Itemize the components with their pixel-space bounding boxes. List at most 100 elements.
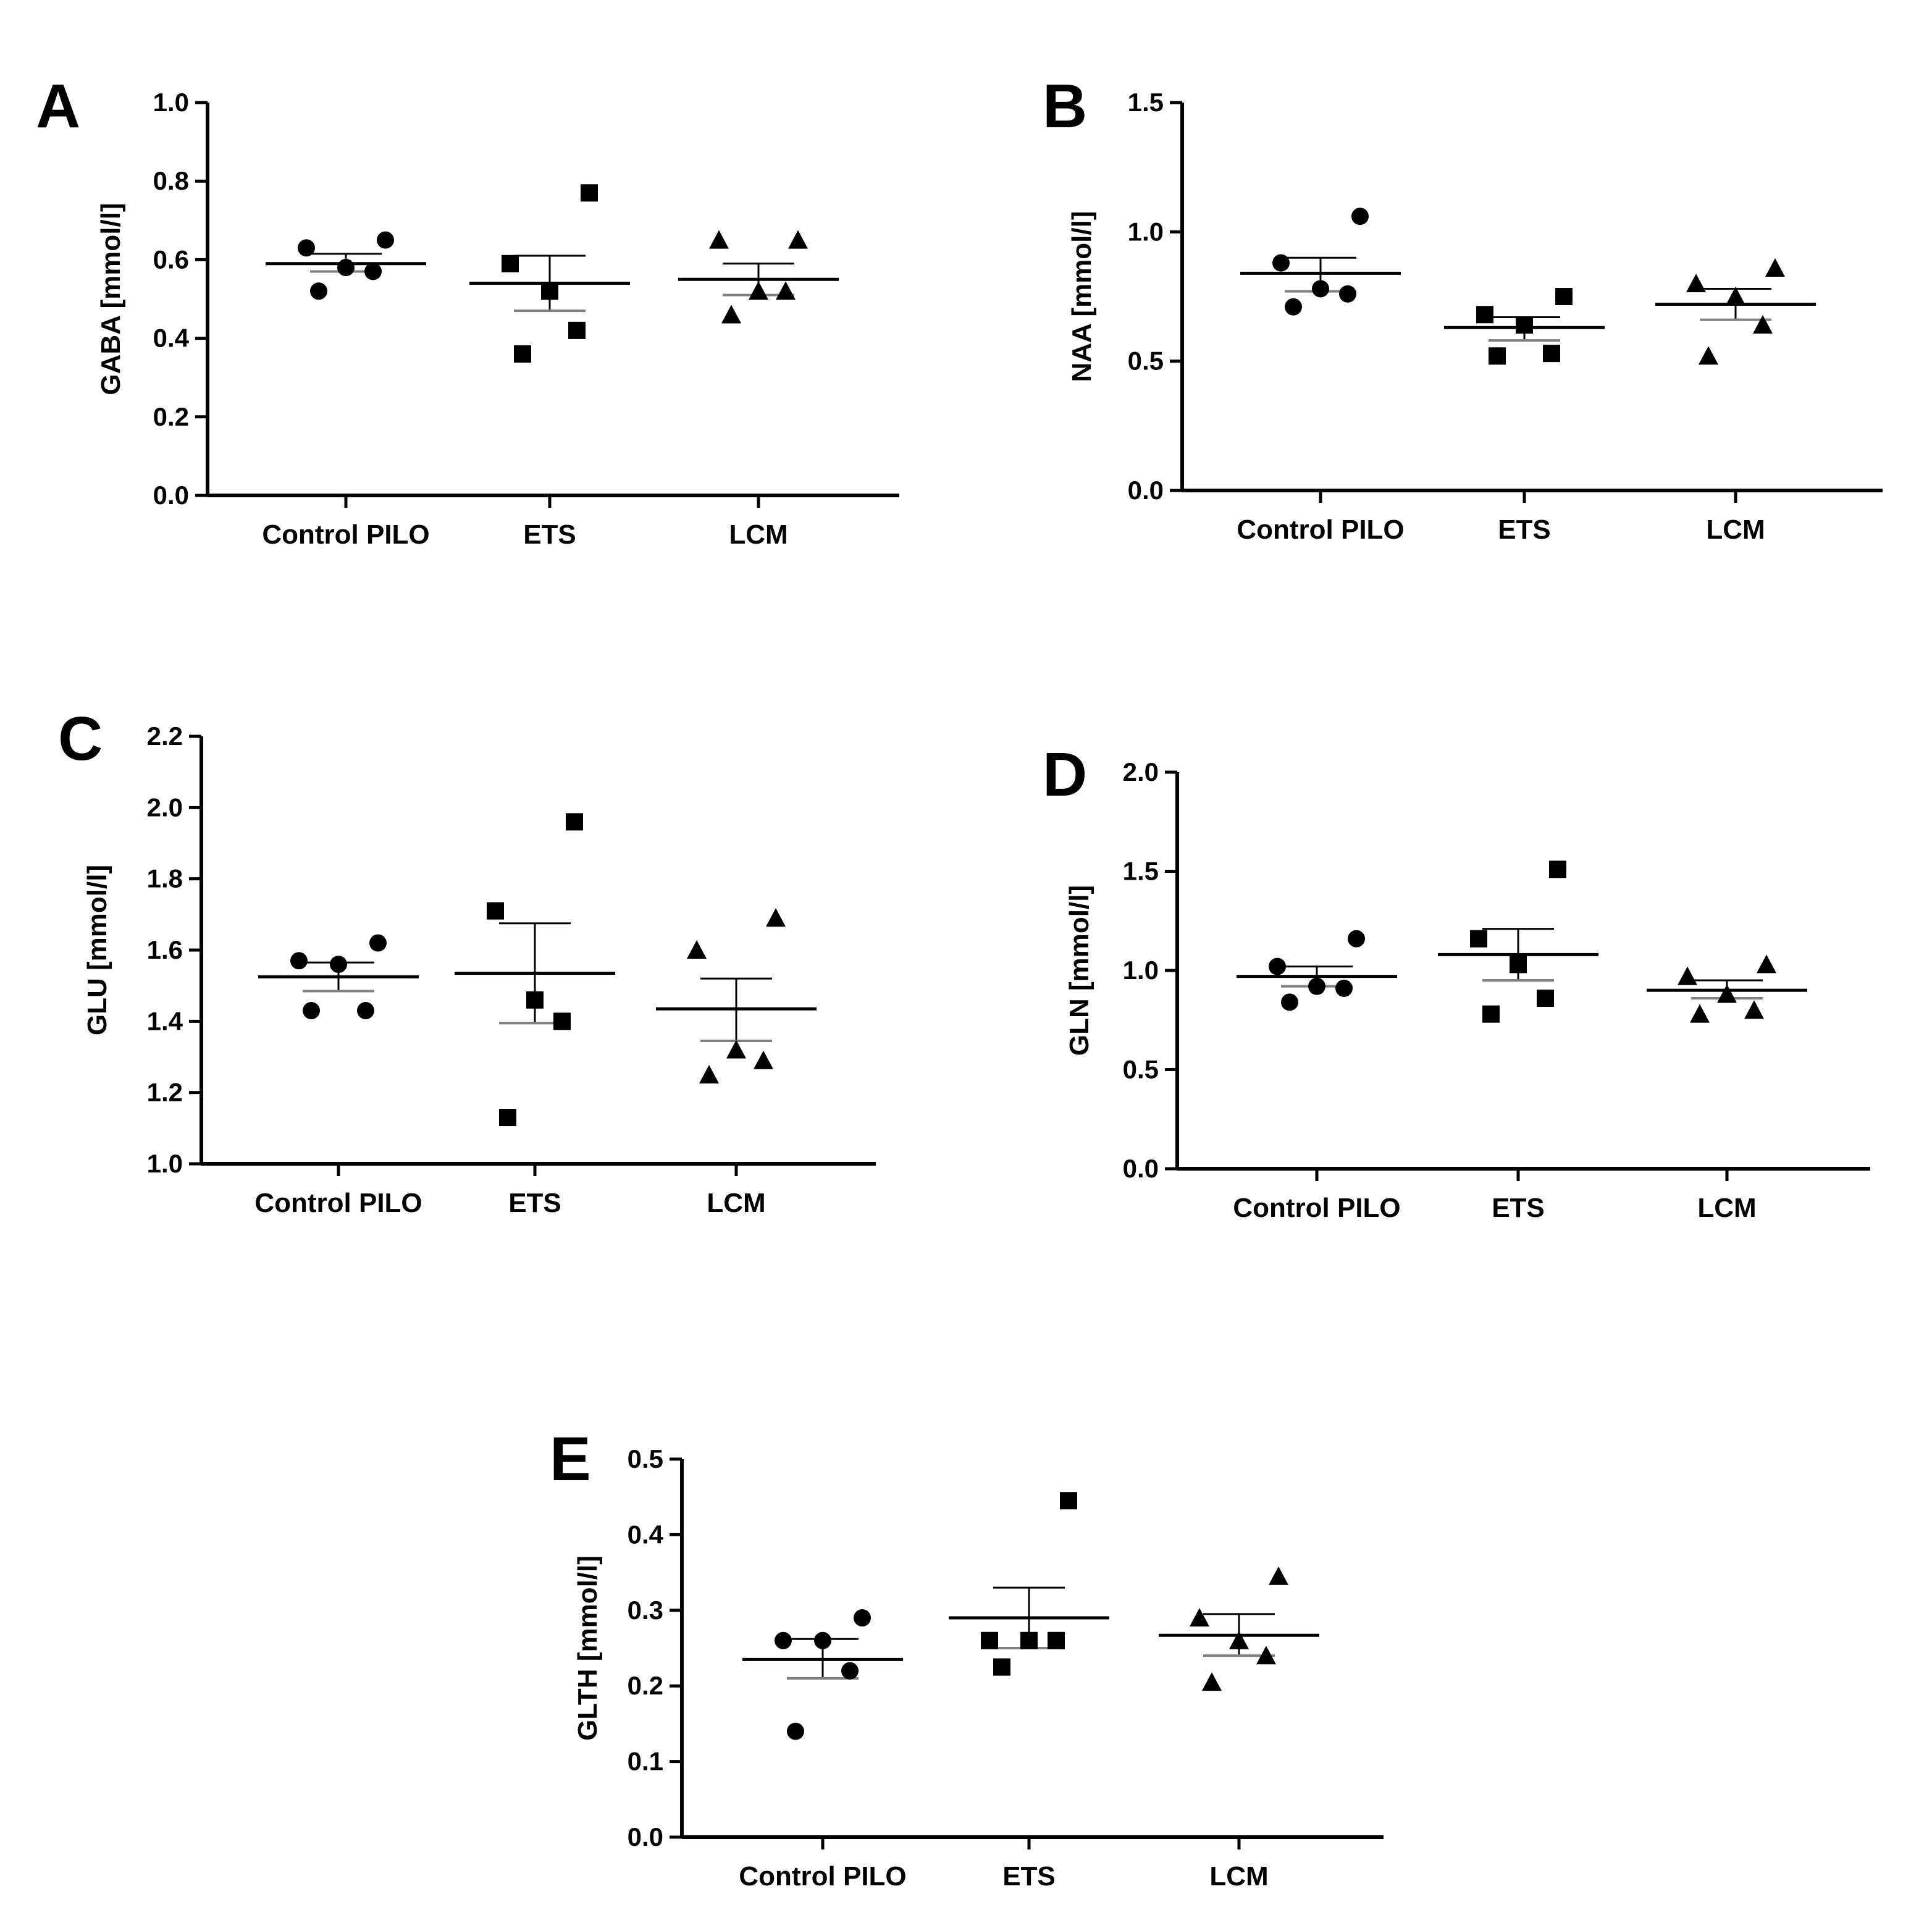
- series-control-pilo: [258, 934, 419, 1020]
- data-point: [766, 908, 786, 927]
- data-point: [788, 230, 808, 249]
- series-ets: [469, 184, 630, 363]
- data-point: [1348, 930, 1365, 948]
- y-tick-label: 0.2: [153, 402, 189, 431]
- data-point: [1281, 993, 1298, 1011]
- y-tick-label: 0.1: [628, 1747, 663, 1776]
- y-tick-label: 1.2: [147, 1078, 183, 1107]
- series-ets: [1438, 861, 1598, 1023]
- data-point: [1543, 345, 1560, 363]
- data-point: [687, 940, 707, 959]
- data-point: [526, 991, 544, 1009]
- data-point: [1256, 1646, 1276, 1665]
- data-point: [1510, 956, 1527, 974]
- data-point: [1020, 1631, 1038, 1649]
- y-tick-label: 1.5: [1123, 857, 1159, 886]
- data-point: [502, 255, 519, 272]
- data-point: [369, 934, 387, 952]
- series-control-pilo: [1237, 930, 1397, 1011]
- x-tick-label: ETS: [523, 520, 576, 550]
- data-point: [1312, 280, 1329, 298]
- y-tick-label: 1.0: [1123, 956, 1159, 985]
- data-point: [1765, 258, 1785, 277]
- data-point: [553, 1012, 571, 1030]
- y-tick-label: 1.4: [147, 1006, 183, 1035]
- series-lcm: [678, 230, 839, 324]
- x-tick-label: Control PILO: [254, 1188, 422, 1218]
- data-point: [721, 305, 741, 324]
- panel-letter: C: [58, 704, 103, 773]
- data-point: [330, 956, 347, 974]
- data-point: [1726, 287, 1745, 305]
- series-ets: [455, 813, 615, 1127]
- data-point: [364, 263, 382, 280]
- y-tick-label: 1.5: [1128, 88, 1164, 117]
- y-tick-label: 2.0: [147, 793, 183, 822]
- series-control-pilo: [742, 1609, 903, 1740]
- data-point: [1549, 861, 1566, 878]
- data-point: [787, 1722, 804, 1740]
- data-point: [581, 184, 598, 202]
- data-point: [981, 1631, 998, 1649]
- data-point: [310, 282, 327, 300]
- data-point: [1690, 1004, 1710, 1023]
- y-tick-label: 0.4: [628, 1520, 664, 1549]
- data-point: [749, 281, 768, 300]
- data-point: [298, 239, 315, 257]
- series-lcm: [656, 908, 817, 1084]
- panel-b: B 0.0 0.5 1.0 1.5 NAA [mmol/l] Control PILO ETS…: [1043, 72, 1883, 545]
- data-point: [568, 321, 586, 339]
- data-point: [303, 1002, 320, 1020]
- series-ets: [1444, 288, 1605, 365]
- data-point: [854, 1609, 871, 1627]
- data-point: [726, 1040, 746, 1059]
- data-point: [1699, 346, 1718, 365]
- x-tick-label: ETS: [1492, 1193, 1545, 1223]
- y-axis-label: GLTH [mmol/l]: [573, 1555, 603, 1741]
- x-tick-label: LCM: [1209, 1861, 1268, 1891]
- y-tick-label: 1.8: [147, 864, 183, 893]
- data-point: [1482, 1005, 1500, 1023]
- data-point: [1308, 977, 1325, 995]
- x-tick-label: Control PILO: [1237, 515, 1404, 545]
- y-tick-label: 0.0: [1128, 476, 1164, 505]
- y-tick-label: 0.4: [153, 324, 190, 353]
- data-point: [1339, 285, 1356, 303]
- y-tick-label: 0.0: [153, 481, 189, 510]
- data-point: [709, 230, 729, 249]
- panel-letter: E: [550, 1424, 591, 1494]
- data-point: [1335, 979, 1353, 997]
- panel-e: E 0.0 0.1 0.2 0.3 0.4 0.5 GLTH [mmol/l] Control …: [550, 1424, 1384, 1891]
- x-tick-label: LCM: [707, 1188, 765, 1218]
- data-point: [1537, 989, 1554, 1007]
- data-point: [1686, 274, 1706, 293]
- y-tick-label: 1.0: [153, 88, 189, 117]
- data-point: [1048, 1631, 1065, 1649]
- data-point: [290, 952, 308, 970]
- data-point: [337, 259, 355, 277]
- x-tick-label: ETS: [1002, 1861, 1056, 1891]
- data-point: [1753, 315, 1773, 334]
- data-point: [1202, 1672, 1222, 1691]
- data-point: [1470, 930, 1487, 948]
- data-point: [1555, 288, 1573, 305]
- data-point: [1476, 306, 1493, 324]
- x-tick-label: LCM: [1706, 515, 1765, 545]
- y-axis-label: GLU [mmol/l]: [82, 865, 112, 1035]
- y-tick-label: 1.0: [1128, 217, 1164, 246]
- data-point: [1190, 1608, 1209, 1627]
- panel-d: D 0.0 0.5 1.0 1.5 2.0 GLN [mmol/l] Control PILO…: [1043, 740, 1870, 1223]
- data-point: [1060, 1492, 1077, 1510]
- data-point: [1489, 347, 1506, 365]
- panel-letter: B: [1043, 72, 1087, 141]
- x-tick-label: ETS: [508, 1188, 561, 1218]
- data-point: [377, 231, 394, 249]
- data-point: [514, 345, 531, 363]
- data-point: [1285, 298, 1302, 316]
- data-point: [775, 1631, 792, 1649]
- y-tick-label: 0.8: [153, 166, 189, 195]
- x-tick-label: LCM: [1697, 1193, 1756, 1223]
- data-point: [566, 813, 583, 831]
- y-tick-label: 0.0: [1123, 1154, 1159, 1183]
